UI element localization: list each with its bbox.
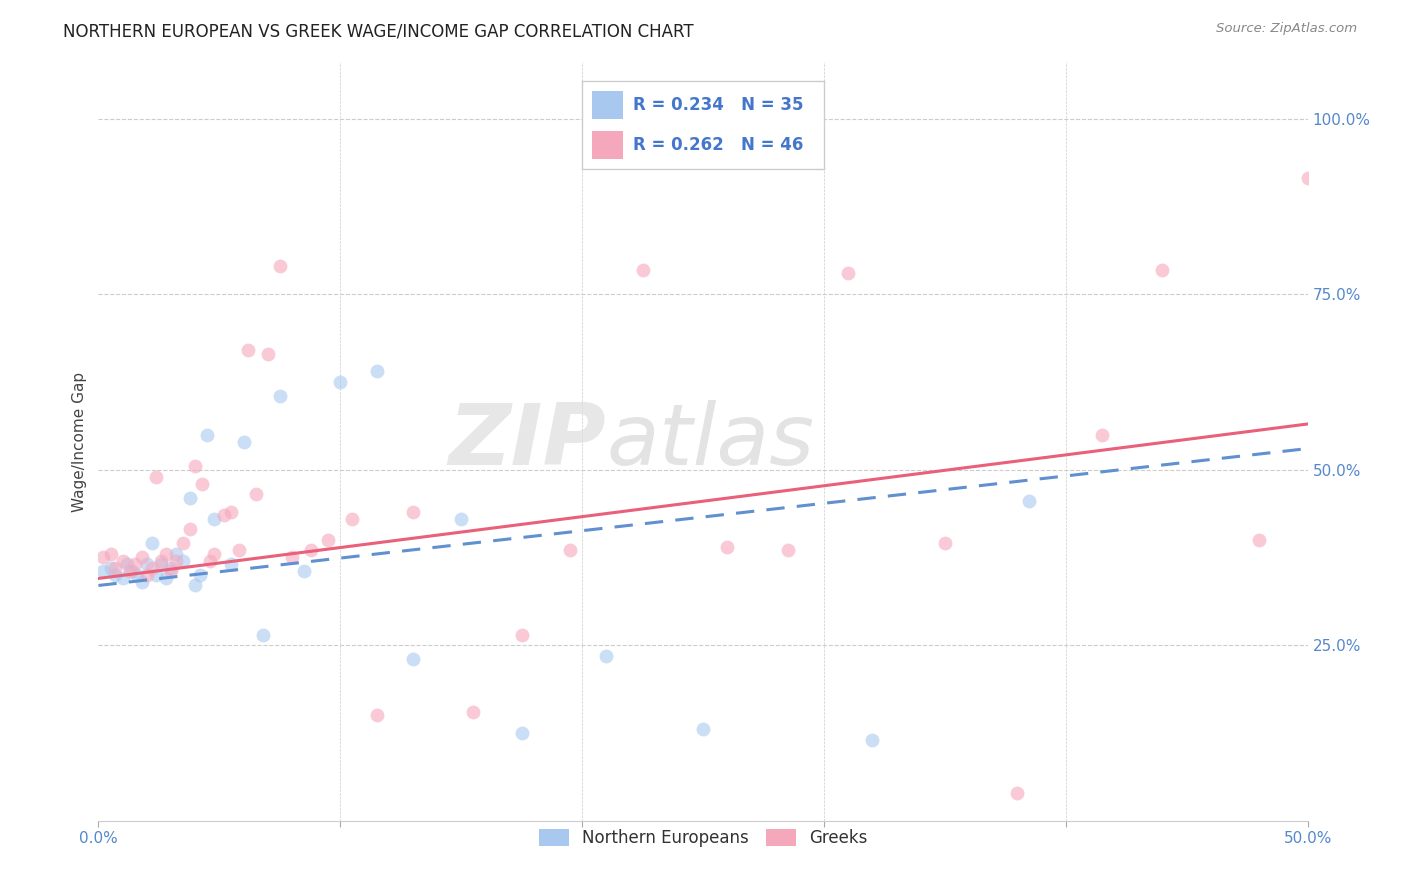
Point xyxy=(150,554,173,568)
Point xyxy=(269,389,291,403)
Text: NORTHERN EUROPEAN VS GREEK WAGE/INCOME GAP CORRELATION CHART: NORTHERN EUROPEAN VS GREEK WAGE/INCOME G… xyxy=(63,22,695,40)
Point xyxy=(100,561,122,575)
Point xyxy=(135,558,157,572)
Point xyxy=(127,568,149,582)
Point xyxy=(292,565,315,579)
Point xyxy=(1249,533,1271,547)
Point xyxy=(316,533,339,547)
Point xyxy=(1007,786,1029,800)
Point xyxy=(204,512,226,526)
Point xyxy=(195,427,218,442)
Point xyxy=(179,522,201,536)
Point xyxy=(91,550,114,565)
Point xyxy=(252,627,274,641)
Point xyxy=(238,343,260,358)
Point xyxy=(281,550,304,565)
Point xyxy=(100,547,122,561)
Point xyxy=(118,565,141,579)
Point xyxy=(256,347,278,361)
Point xyxy=(184,578,207,592)
Point xyxy=(366,708,388,723)
Point xyxy=(198,554,221,568)
Point xyxy=(558,543,581,558)
Point xyxy=(179,491,201,505)
Point xyxy=(837,266,859,280)
Point xyxy=(155,547,177,561)
Point xyxy=(165,547,187,561)
Point xyxy=(160,565,183,579)
Point xyxy=(141,536,163,550)
Point xyxy=(204,547,226,561)
Point xyxy=(510,627,533,641)
Point xyxy=(221,558,243,572)
Point xyxy=(402,652,425,666)
Text: Source: ZipAtlas.com: Source: ZipAtlas.com xyxy=(1216,22,1357,36)
Point xyxy=(342,512,364,526)
Point xyxy=(111,571,134,585)
Point xyxy=(155,571,177,585)
Point xyxy=(631,262,654,277)
Point xyxy=(269,259,291,273)
Point xyxy=(228,543,250,558)
Y-axis label: Wage/Income Gap: Wage/Income Gap xyxy=(72,371,87,512)
Point xyxy=(188,568,211,582)
Point xyxy=(450,512,472,526)
Point xyxy=(184,459,207,474)
Point xyxy=(402,505,425,519)
Point xyxy=(212,508,235,523)
Point xyxy=(1152,262,1174,277)
Point xyxy=(160,561,183,575)
Point xyxy=(104,568,127,582)
Point xyxy=(1091,427,1114,442)
Point xyxy=(299,543,322,558)
Point xyxy=(245,487,267,501)
Point xyxy=(165,554,187,568)
Point xyxy=(145,469,167,483)
Point xyxy=(1018,494,1040,508)
Point xyxy=(111,554,134,568)
Text: atlas: atlas xyxy=(606,400,814,483)
Point xyxy=(104,561,127,575)
Point xyxy=(595,648,617,663)
Point xyxy=(716,540,738,554)
Point xyxy=(172,536,194,550)
Point xyxy=(117,558,139,572)
Point xyxy=(463,705,485,719)
Point xyxy=(124,558,146,572)
Point xyxy=(135,568,157,582)
Point xyxy=(329,375,352,389)
Point xyxy=(131,574,153,589)
Point xyxy=(191,476,214,491)
Text: ZIP: ZIP xyxy=(449,400,606,483)
Point xyxy=(141,561,163,575)
Point xyxy=(934,536,956,550)
Point xyxy=(150,558,173,572)
Point xyxy=(221,505,243,519)
Point xyxy=(776,543,799,558)
Point xyxy=(860,732,883,747)
Point xyxy=(145,568,167,582)
Legend: Northern Europeans, Greeks: Northern Europeans, Greeks xyxy=(531,822,875,854)
Point xyxy=(91,565,114,579)
Point xyxy=(366,364,388,378)
Point xyxy=(692,723,714,737)
Point xyxy=(131,550,153,565)
Point xyxy=(172,554,194,568)
Point xyxy=(1296,171,1319,186)
Point xyxy=(510,726,533,740)
Point xyxy=(121,565,143,579)
Point xyxy=(232,434,254,449)
